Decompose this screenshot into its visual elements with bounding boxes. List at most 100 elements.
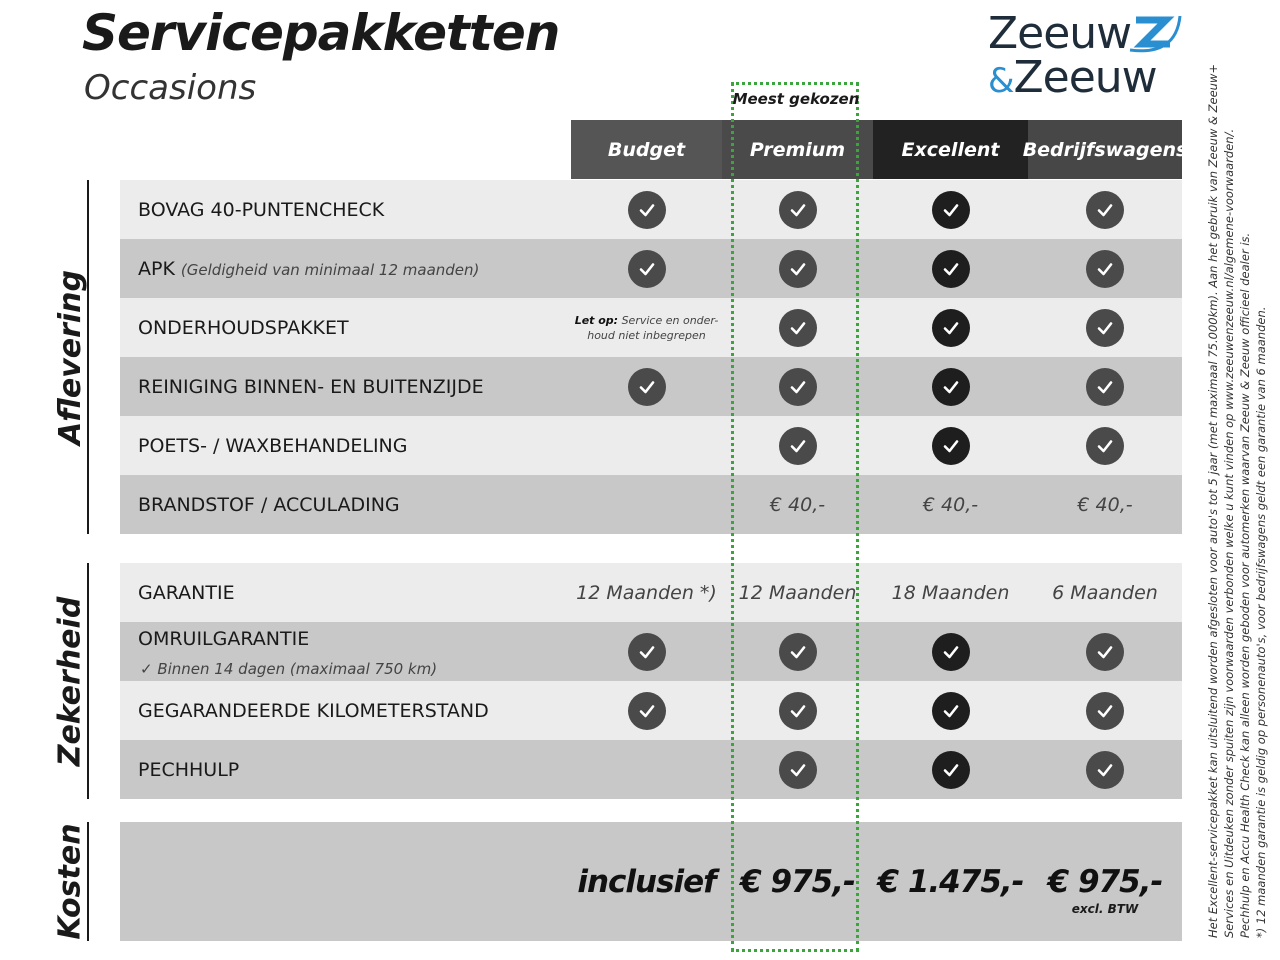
cell-budget: inclusief [571, 822, 722, 941]
section-title: Zekerheid [52, 596, 88, 766]
row-label: GEGARANDEERDE KILOMETERSTAND [138, 700, 489, 722]
page-subtitle: Occasions [84, 68, 257, 108]
section-divider [87, 180, 89, 534]
check-icon [778, 691, 817, 730]
row-label: GARANTIE [138, 582, 235, 604]
cell-premium [722, 357, 873, 416]
check-icon [1086, 750, 1124, 789]
cell-excellent [873, 622, 1028, 681]
cell-excellent [873, 180, 1028, 239]
row-label: OMRUILGARANTIE [138, 628, 309, 650]
cell-budget: Let op: Service en onder-houd niet inbeg… [571, 298, 722, 357]
price-value: inclusief [577, 863, 716, 900]
column-header-bedrijfswagens: Bedrijfswagens [1023, 120, 1187, 179]
check-icon [627, 367, 666, 406]
check-icon [778, 367, 817, 406]
zeeuw-zeeuw-logo: Zeeuw &Zeeuw [988, 8, 1188, 103]
section-label-aflevering: Aflevering [40, 180, 100, 534]
section-divider [87, 563, 89, 799]
check-icon [931, 367, 970, 406]
cell-excellent [873, 681, 1028, 740]
cell-budget [571, 681, 722, 740]
table-row: APK (Geldigheid van minimaal 12 maanden) [120, 239, 1182, 298]
cell-budget: 12 Maanden *) [571, 563, 722, 622]
row-label-text: GARANTIE [138, 581, 235, 604]
footnotes: Het Excellent-servicepakket kan uitsluit… [1205, 64, 1269, 938]
row-label-text: GEGARANDEERDE KILOMETERSTAND [138, 699, 489, 722]
check-icon [931, 691, 970, 730]
table-row: REINIGING BINNEN- EN BUITENZIJDE [120, 357, 1182, 416]
check-icon [778, 632, 817, 671]
footnote: Het Excellent-servicepakket kan uitsluit… [1206, 64, 1220, 938]
table-row: ONDERHOUDSPAKKET Let op: Service en onder… [120, 298, 1182, 357]
table-row: GARANTIE 12 Maanden *) 12 Maanden 18 Maande… [120, 563, 1182, 622]
section-title: Aflevering [52, 269, 88, 445]
footnote: Pechhulp en Accu Health Check kan alleen… [1238, 232, 1252, 938]
check-icon [778, 426, 817, 465]
row-label: REINIGING BINNEN- EN BUITENZIJDE [138, 376, 484, 398]
most-chosen-label: Meest gekozen [732, 90, 860, 108]
check-icon [627, 249, 666, 288]
row-label-text: ONDERHOUDSPAKKET [138, 316, 349, 339]
cell-premium [722, 239, 873, 298]
cell-budget [571, 239, 722, 298]
cell-bedrijfswagens [1028, 357, 1182, 416]
cell-premium [722, 180, 873, 239]
check-icon [1086, 426, 1124, 465]
price-value: € 975,- [740, 863, 856, 900]
cell-premium: 12 Maanden [722, 563, 873, 622]
check-icon [1086, 308, 1124, 347]
cell-value: € 40,- [1077, 493, 1133, 516]
row-label-text: PECHHULP [138, 758, 240, 781]
check-icon [778, 249, 817, 288]
row-label-text: BOVAG 40-PUNTENCHECK [138, 198, 385, 221]
check-icon [778, 750, 817, 789]
note-text: houd niet inbegrepen [587, 328, 706, 342]
column-header-premium: Premium [722, 120, 873, 179]
row-label-detail: ✓ Binnen 14 dagen (maximaal 750 km) [140, 660, 438, 678]
footnote: Services en Uitdeuken zonder spuiten zij… [1222, 128, 1236, 938]
column-header-budget: Budget [571, 120, 722, 179]
table-row: BOVAG 40-PUNTENCHECK [120, 180, 1182, 239]
row-label-text: REINIGING BINNEN- EN BUITENZIJDE [138, 375, 484, 398]
row-label-text: OMRUILGARANTIE [138, 628, 310, 650]
table-row: PECHHULP [120, 740, 1182, 799]
cell-value: 12 Maanden *) [576, 581, 717, 604]
cell-budget [571, 416, 722, 475]
check-icon [931, 249, 970, 288]
cell-bedrijfswagens [1028, 681, 1182, 740]
column-header-excellent: Excellent [873, 120, 1028, 179]
row-label-text: APK [138, 257, 175, 280]
cell-bedrijfswagens [1028, 740, 1182, 799]
price-value: € 1.475,- [877, 863, 1024, 900]
cell-note: Let op: Service en onder-houd niet inbeg… [575, 313, 719, 343]
check-icon [931, 632, 970, 671]
cell-bedrijfswagens: € 40,- [1028, 475, 1182, 534]
check-icon [1086, 632, 1124, 671]
logo-z-swoosh-icon [1129, 15, 1182, 53]
check-icon [1086, 367, 1124, 406]
cell-budget [571, 180, 722, 239]
cell-excellent [873, 416, 1028, 475]
price-value: € 975,- [1047, 863, 1164, 900]
check-icon [931, 190, 970, 229]
row-label-detail: (Geldigheid van minimaal 12 maanden) [180, 260, 480, 279]
check-icon [778, 190, 817, 229]
cell-premium [722, 298, 873, 357]
row-label-text: BRANDSTOF / ACCULADING [138, 493, 400, 516]
note-text: Service en onder- [621, 313, 719, 327]
row-label: BRANDSTOF / ACCULADING [138, 494, 400, 516]
table-row: POETS- / WAXBEHANDELING [120, 416, 1182, 475]
cell-budget [571, 622, 722, 681]
most-chosen-highlight [731, 82, 859, 952]
cell-premium [722, 740, 873, 799]
cell-premium [722, 681, 873, 740]
cell-excellent: € 40,- [873, 475, 1028, 534]
cell-excellent [873, 239, 1028, 298]
check-icon [1086, 249, 1124, 288]
cell-bedrijfswagens [1028, 180, 1182, 239]
row-label: ONDERHOUDSPAKKET [138, 317, 349, 339]
section-title: Kosten [52, 823, 88, 940]
check-icon [778, 308, 817, 347]
table-row: inclusief € 975,- € 1.475,- € 975,- excl. BT… [120, 822, 1182, 941]
